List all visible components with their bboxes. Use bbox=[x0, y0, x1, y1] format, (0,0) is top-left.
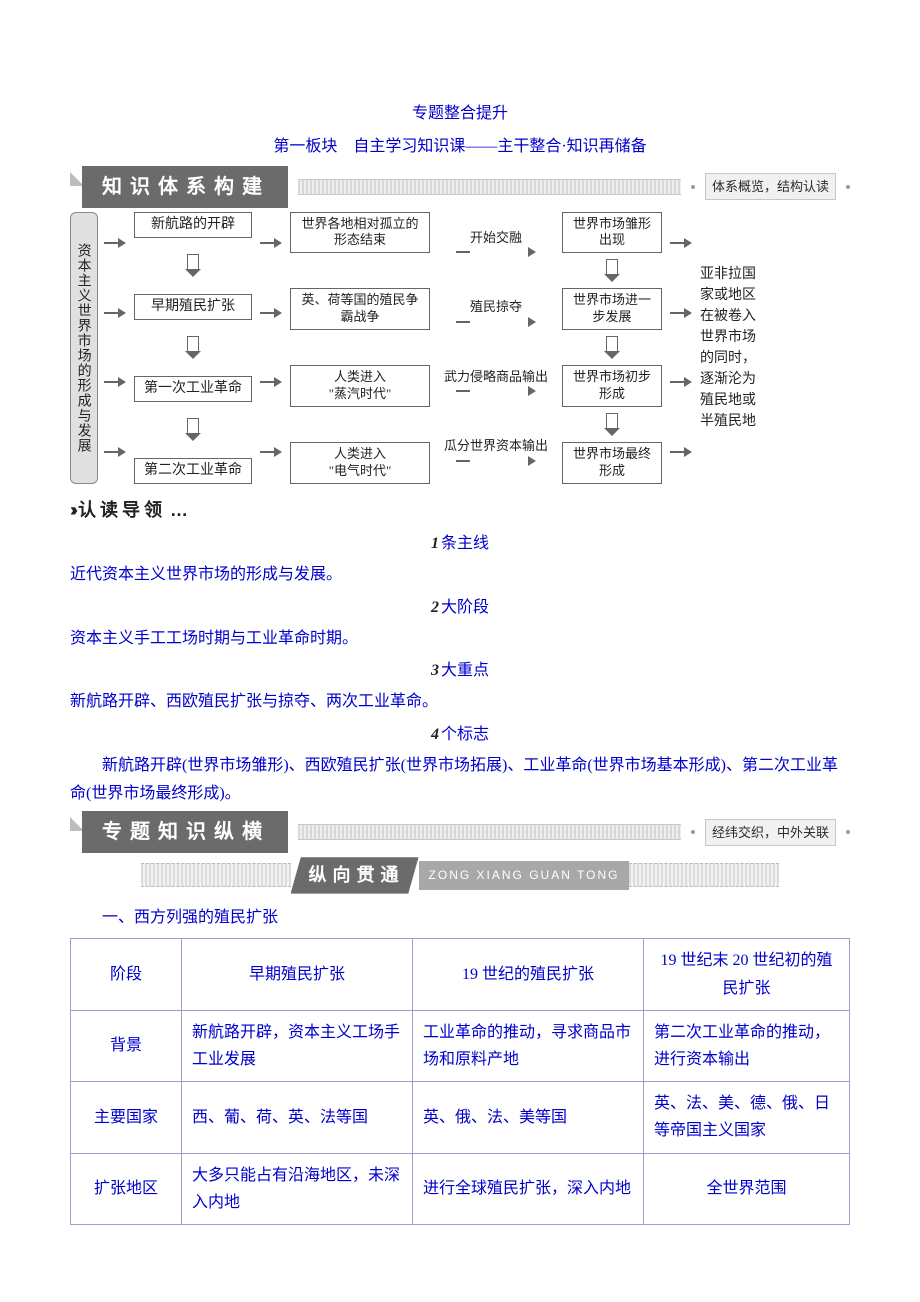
point-heading: 4个标志 bbox=[70, 721, 850, 750]
arrow-right-icon bbox=[670, 377, 692, 387]
banner1-text: 知识体系构建 bbox=[82, 166, 288, 208]
subbanner-pinyin: ZONG XIANG GUAN TONG bbox=[419, 861, 630, 891]
arrow-right-icon bbox=[456, 456, 536, 466]
table-cell: 主要国家 bbox=[71, 1082, 182, 1153]
flow-node: 早期殖民扩张 bbox=[134, 294, 252, 320]
table-cell: 全世界范围 bbox=[644, 1153, 850, 1224]
page-subtitle: 第一板块 自主学习知识课——主干整合·知识再储备 bbox=[70, 133, 850, 162]
table-cell: 工业革命的推动，寻求商品市场和原料产地 bbox=[413, 1010, 644, 1081]
arrow-right-icon bbox=[260, 238, 282, 248]
flow-node: 新航路的开辟 bbox=[134, 212, 252, 238]
arrow-right-icon bbox=[670, 308, 692, 318]
point-heading: 2大阶段 bbox=[70, 594, 850, 623]
arrow-right-icon bbox=[260, 377, 282, 387]
flow-node: 世界市场最终形成 bbox=[562, 442, 662, 484]
sub-banner: 纵向贯通 ZONG XIANG GUAN TONG bbox=[70, 857, 850, 893]
arrow-right-icon bbox=[260, 308, 282, 318]
flow-side-label: 资本主义世界市场的形成与发展 bbox=[70, 212, 98, 484]
chevron-right-icon: ›› bbox=[70, 494, 74, 526]
table-cell: 大多只能占有沿海地区，未深入内地 bbox=[182, 1153, 413, 1224]
table-cell: 英、法、美、德、俄、日等帝国主义国家 bbox=[644, 1082, 850, 1153]
table-cell: 西、葡、荷、英、法等国 bbox=[182, 1082, 413, 1153]
subbanner-text: 纵向贯通 bbox=[291, 857, 419, 893]
point-text: 新航路开辟、西欧殖民扩张与掠夺、两次工业革命。 bbox=[70, 688, 850, 717]
flow-node: 人类进入 "蒸汽时代" bbox=[290, 365, 430, 407]
table-header: 阶段 bbox=[71, 939, 182, 1010]
table-header: 19 世纪末 20 世纪初的殖民扩张 bbox=[644, 939, 850, 1010]
flow-edge-label: 殖民掠夺 bbox=[470, 299, 522, 315]
ellipsis-icon: … bbox=[170, 494, 190, 526]
flow-edge-label: 武力侵略商品输出 bbox=[444, 369, 548, 385]
table-cell: 背景 bbox=[71, 1010, 182, 1081]
point-text: 资本主义手工工场时期与工业革命时期。 bbox=[70, 625, 850, 654]
arrow-down-icon bbox=[186, 336, 200, 359]
flow-edge-label: 开始交融 bbox=[470, 230, 522, 246]
arrow-down-icon bbox=[186, 254, 200, 277]
banner2-text: 专题知识纵横 bbox=[82, 811, 288, 853]
arrow-down-icon bbox=[605, 259, 619, 282]
arrow-right-icon bbox=[104, 238, 126, 248]
flow-right-note: 亚非拉国家或地区在被卷入世界市场的同时，逐渐沦为殖民地或半殖民地 bbox=[700, 212, 758, 484]
point-heading: 3大重点 bbox=[70, 657, 850, 686]
banner1-badge: 体系概览，结构认读 bbox=[705, 173, 836, 200]
point-text: 近代资本主义世界市场的形成与发展。 bbox=[70, 561, 850, 590]
arrow-right-icon bbox=[456, 317, 536, 327]
colonial-expansion-table: 阶段 早期殖民扩张 19 世纪的殖民扩张 19 世纪末 20 世纪初的殖民扩张 … bbox=[70, 938, 850, 1225]
section-heading: 一、西方列强的殖民扩张 bbox=[70, 904, 850, 933]
page-title: 专题整合提升 bbox=[70, 100, 850, 129]
guide-label: 认读导领 bbox=[78, 494, 166, 526]
flow-edge-label: 瓜分世界资本输出 bbox=[444, 438, 548, 454]
arrow-down-icon bbox=[605, 413, 619, 436]
table-cell: 英、俄、法、美等国 bbox=[413, 1082, 644, 1153]
banner-knowledge-system: 知识体系构建 体系概览，结构认读 bbox=[70, 172, 850, 202]
arrow-right-icon bbox=[104, 377, 126, 387]
table-cell: 扩张地区 bbox=[71, 1153, 182, 1224]
table-row: 阶段 早期殖民扩张 19 世纪的殖民扩张 19 世纪末 20 世纪初的殖民扩张 bbox=[71, 939, 850, 1010]
arrow-right-icon bbox=[456, 386, 536, 396]
table-header: 早期殖民扩张 bbox=[182, 939, 413, 1010]
flow-node: 世界市场初步形成 bbox=[562, 365, 662, 407]
table-row: 扩张地区 大多只能占有沿海地区，未深入内地 进行全球殖民扩张，深入内地 全世界范… bbox=[71, 1153, 850, 1224]
table-cell: 第二次工业革命的推动，进行资本输出 bbox=[644, 1010, 850, 1081]
banner-topic-knowledge: 专题知识纵横 经纬交织，中外关联 bbox=[70, 817, 850, 847]
flow-node: 世界市场雏形出现 bbox=[562, 212, 662, 254]
arrow-right-icon bbox=[104, 308, 126, 318]
arrow-right-icon bbox=[670, 447, 692, 457]
table-cell: 新航路开辟，资本主义工场手工业发展 bbox=[182, 1010, 413, 1081]
arrow-right-icon bbox=[670, 238, 692, 248]
point-text: 新航路开辟(世界市场雏形)、西欧殖民扩张(世界市场拓展)、工业革命(世界市场基本… bbox=[70, 752, 850, 810]
flow-node: 人类进入 "电气时代" bbox=[290, 442, 430, 484]
arrow-down-icon bbox=[186, 418, 200, 441]
flow-node: 世界各地相对孤立的形态结束 bbox=[290, 212, 430, 254]
point-heading: 1条主线 bbox=[70, 530, 850, 559]
guide-heading: ›› 认读导领 … bbox=[70, 494, 850, 526]
banner2-badge: 经纬交织，中外关联 bbox=[705, 819, 836, 846]
table-row: 背景 新航路开辟，资本主义工场手工业发展 工业革命的推动，寻求商品市场和原料产地… bbox=[71, 1010, 850, 1081]
arrow-right-icon bbox=[456, 247, 536, 257]
table-cell: 进行全球殖民扩张，深入内地 bbox=[413, 1153, 644, 1224]
flow-node: 第二次工业革命 bbox=[134, 458, 252, 484]
flow-node: 英、荷等国的殖民争霸战争 bbox=[290, 288, 430, 330]
arrow-right-icon bbox=[260, 447, 282, 457]
table-header: 19 世纪的殖民扩张 bbox=[413, 939, 644, 1010]
arrow-right-icon bbox=[104, 447, 126, 457]
flow-node: 第一次工业革命 bbox=[134, 376, 252, 402]
flow-node: 世界市场进一步发展 bbox=[562, 288, 662, 330]
arrow-down-icon bbox=[605, 336, 619, 359]
table-row: 主要国家 西、葡、荷、英、法等国 英、俄、法、美等国 英、法、美、德、俄、日等帝… bbox=[71, 1082, 850, 1153]
flowchart: 资本主义世界市场的形成与发展 新航路的开辟 早期殖民扩张 第一次工业革命 第二次… bbox=[70, 212, 850, 484]
